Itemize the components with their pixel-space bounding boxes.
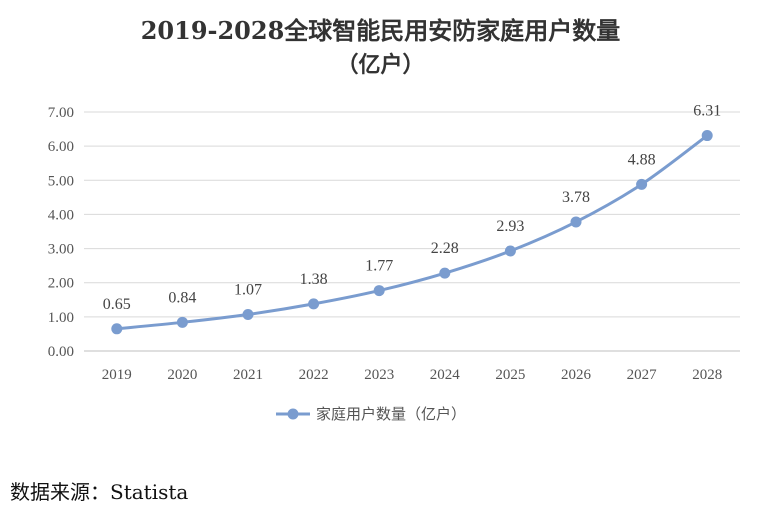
data-label: 4.88 [628,151,656,168]
x-tick-label: 2024 [430,367,461,383]
x-tick-label: 2023 [364,367,394,383]
x-tick-label: 2028 [692,367,722,383]
x-tick-label: 2020 [167,367,197,383]
data-label: 2.28 [431,240,459,257]
data-point[interactable] [242,308,254,320]
data-label: 3.78 [562,189,590,206]
data-label: 6.31 [693,103,721,120]
legend-marker [287,408,299,420]
x-axis-ticks: 2019 2020 2021 2022 2023 2024 2025 2026 2027 2028 [102,367,722,383]
data-point[interactable] [636,178,648,190]
data-point[interactable] [308,298,320,310]
data-label: 1.77 [365,258,393,275]
x-tick-label: 2022 [299,367,329,383]
line-chart: 0.00 1.00 2.00 3.00 4.00 5.00 6.00 7.00 2019 202… [48,103,740,423]
y-axis-ticks: 0.00 1.00 2.00 3.00 4.00 5.00 6.00 7.00 [48,105,74,360]
x-tick-label: 2025 [495,367,525,383]
data-label: 0.65 [103,296,131,313]
y-tick-label: 5.00 [48,173,74,189]
data-labels: 0.65 0.84 1.07 1.38 1.77 2.28 2.93 3.78 4.88 6.31 [103,103,721,313]
y-tick-label: 1.00 [48,310,74,326]
source-note: 数据来源：Statista [10,480,189,504]
data-point[interactable] [701,130,713,142]
data-point[interactable] [373,285,385,297]
data-label: 0.84 [168,289,196,306]
data-point[interactable] [504,245,516,257]
chart-title-line1: 2019-2028全球智能民用安防家庭用户数量 [140,16,621,45]
data-point[interactable] [111,323,123,335]
gridlines [84,111,740,352]
legend[interactable]: 家庭用户数量（亿户） [276,405,466,423]
chart-title: 2019-2028全球智能民用安防家庭用户数量 （亿户） [0,14,761,82]
y-tick-label: 7.00 [48,105,74,121]
series [111,130,713,335]
data-point[interactable] [176,316,188,328]
data-label: 2.93 [496,218,524,235]
y-tick-label: 3.00 [48,242,74,258]
series-line [116,134,709,331]
data-label: 1.07 [234,281,262,298]
legend-label: 家庭用户数量（亿户） [316,405,466,423]
y-tick-label: 0.00 [48,344,74,360]
data-point[interactable] [439,267,451,279]
x-tick-label: 2019 [102,367,132,383]
y-tick-label: 2.00 [48,276,74,292]
x-tick-label: 2027 [627,367,658,383]
data-point[interactable] [570,216,582,228]
chart-title-line2: （亿户） [336,52,425,78]
y-tick-label: 4.00 [48,207,74,223]
x-tick-label: 2021 [233,367,263,383]
y-tick-label: 6.00 [48,139,74,155]
data-label: 1.38 [300,271,328,288]
x-tick-label: 2026 [561,367,592,383]
